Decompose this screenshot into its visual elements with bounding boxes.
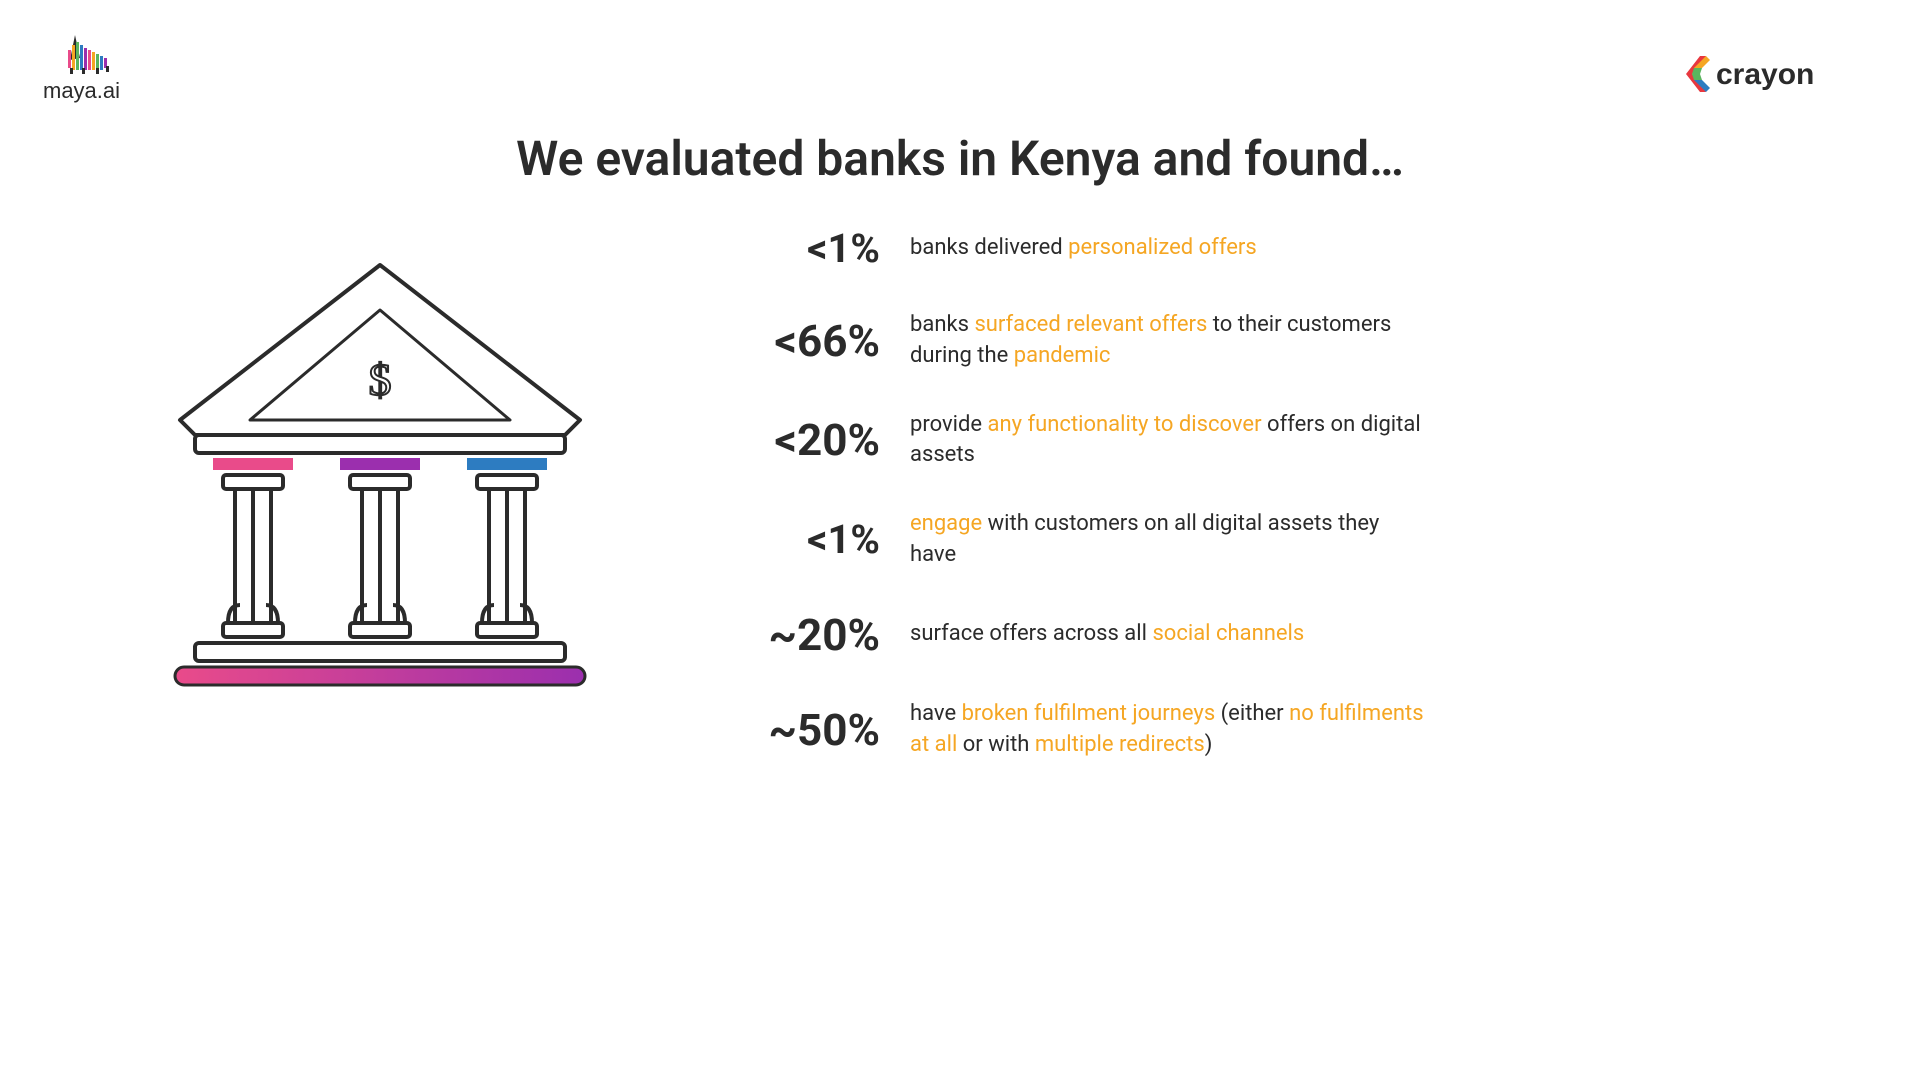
stat-description: engage with customers on all digital ass… (910, 509, 1430, 571)
crayon-chevron-icon (1686, 56, 1710, 92)
page-title: We evaluated banks in Kenya and found… (516, 130, 1404, 187)
stat-description: have broken fulfilment journeys (either … (910, 699, 1430, 761)
crayon-logo: crayon (1680, 50, 1860, 102)
stat-row: <1% engage with customers on all digital… (730, 509, 1430, 571)
stat-value: ~20% (730, 609, 880, 661)
stat-row: <20% provide any functionality to discov… (730, 410, 1430, 472)
stat-row: ~50% have broken fulfilment journeys (ei… (730, 699, 1430, 761)
stat-description: banks surfaced relevant offers to their … (910, 310, 1430, 372)
bank-building-icon: $ (150, 255, 610, 695)
stats-list: <1% banks delivered personalized offers … (730, 225, 1430, 798)
stat-row: ~20% surface offers across all social ch… (730, 609, 1430, 661)
stat-value: <1% (730, 516, 880, 563)
stat-value: <1% (730, 225, 880, 272)
crayon-logo-text: crayon (1716, 58, 1814, 91)
stat-description: surface offers across all social channel… (910, 619, 1304, 650)
maya-ai-logo-text: maya.ai (43, 78, 120, 103)
stat-value: <66% (730, 315, 880, 367)
stat-row: <1% banks delivered personalized offers (730, 225, 1430, 272)
stat-description: provide any functionality to discover of… (910, 410, 1430, 472)
stat-row: <66% banks surfaced relevant offers to t… (730, 310, 1430, 372)
stat-value: <20% (730, 414, 880, 466)
stat-description: banks delivered personalized offers (910, 233, 1257, 264)
maya-ai-logo: maya.ai (40, 30, 150, 109)
svg-text:$: $ (369, 354, 392, 405)
stat-value: ~50% (730, 704, 880, 756)
